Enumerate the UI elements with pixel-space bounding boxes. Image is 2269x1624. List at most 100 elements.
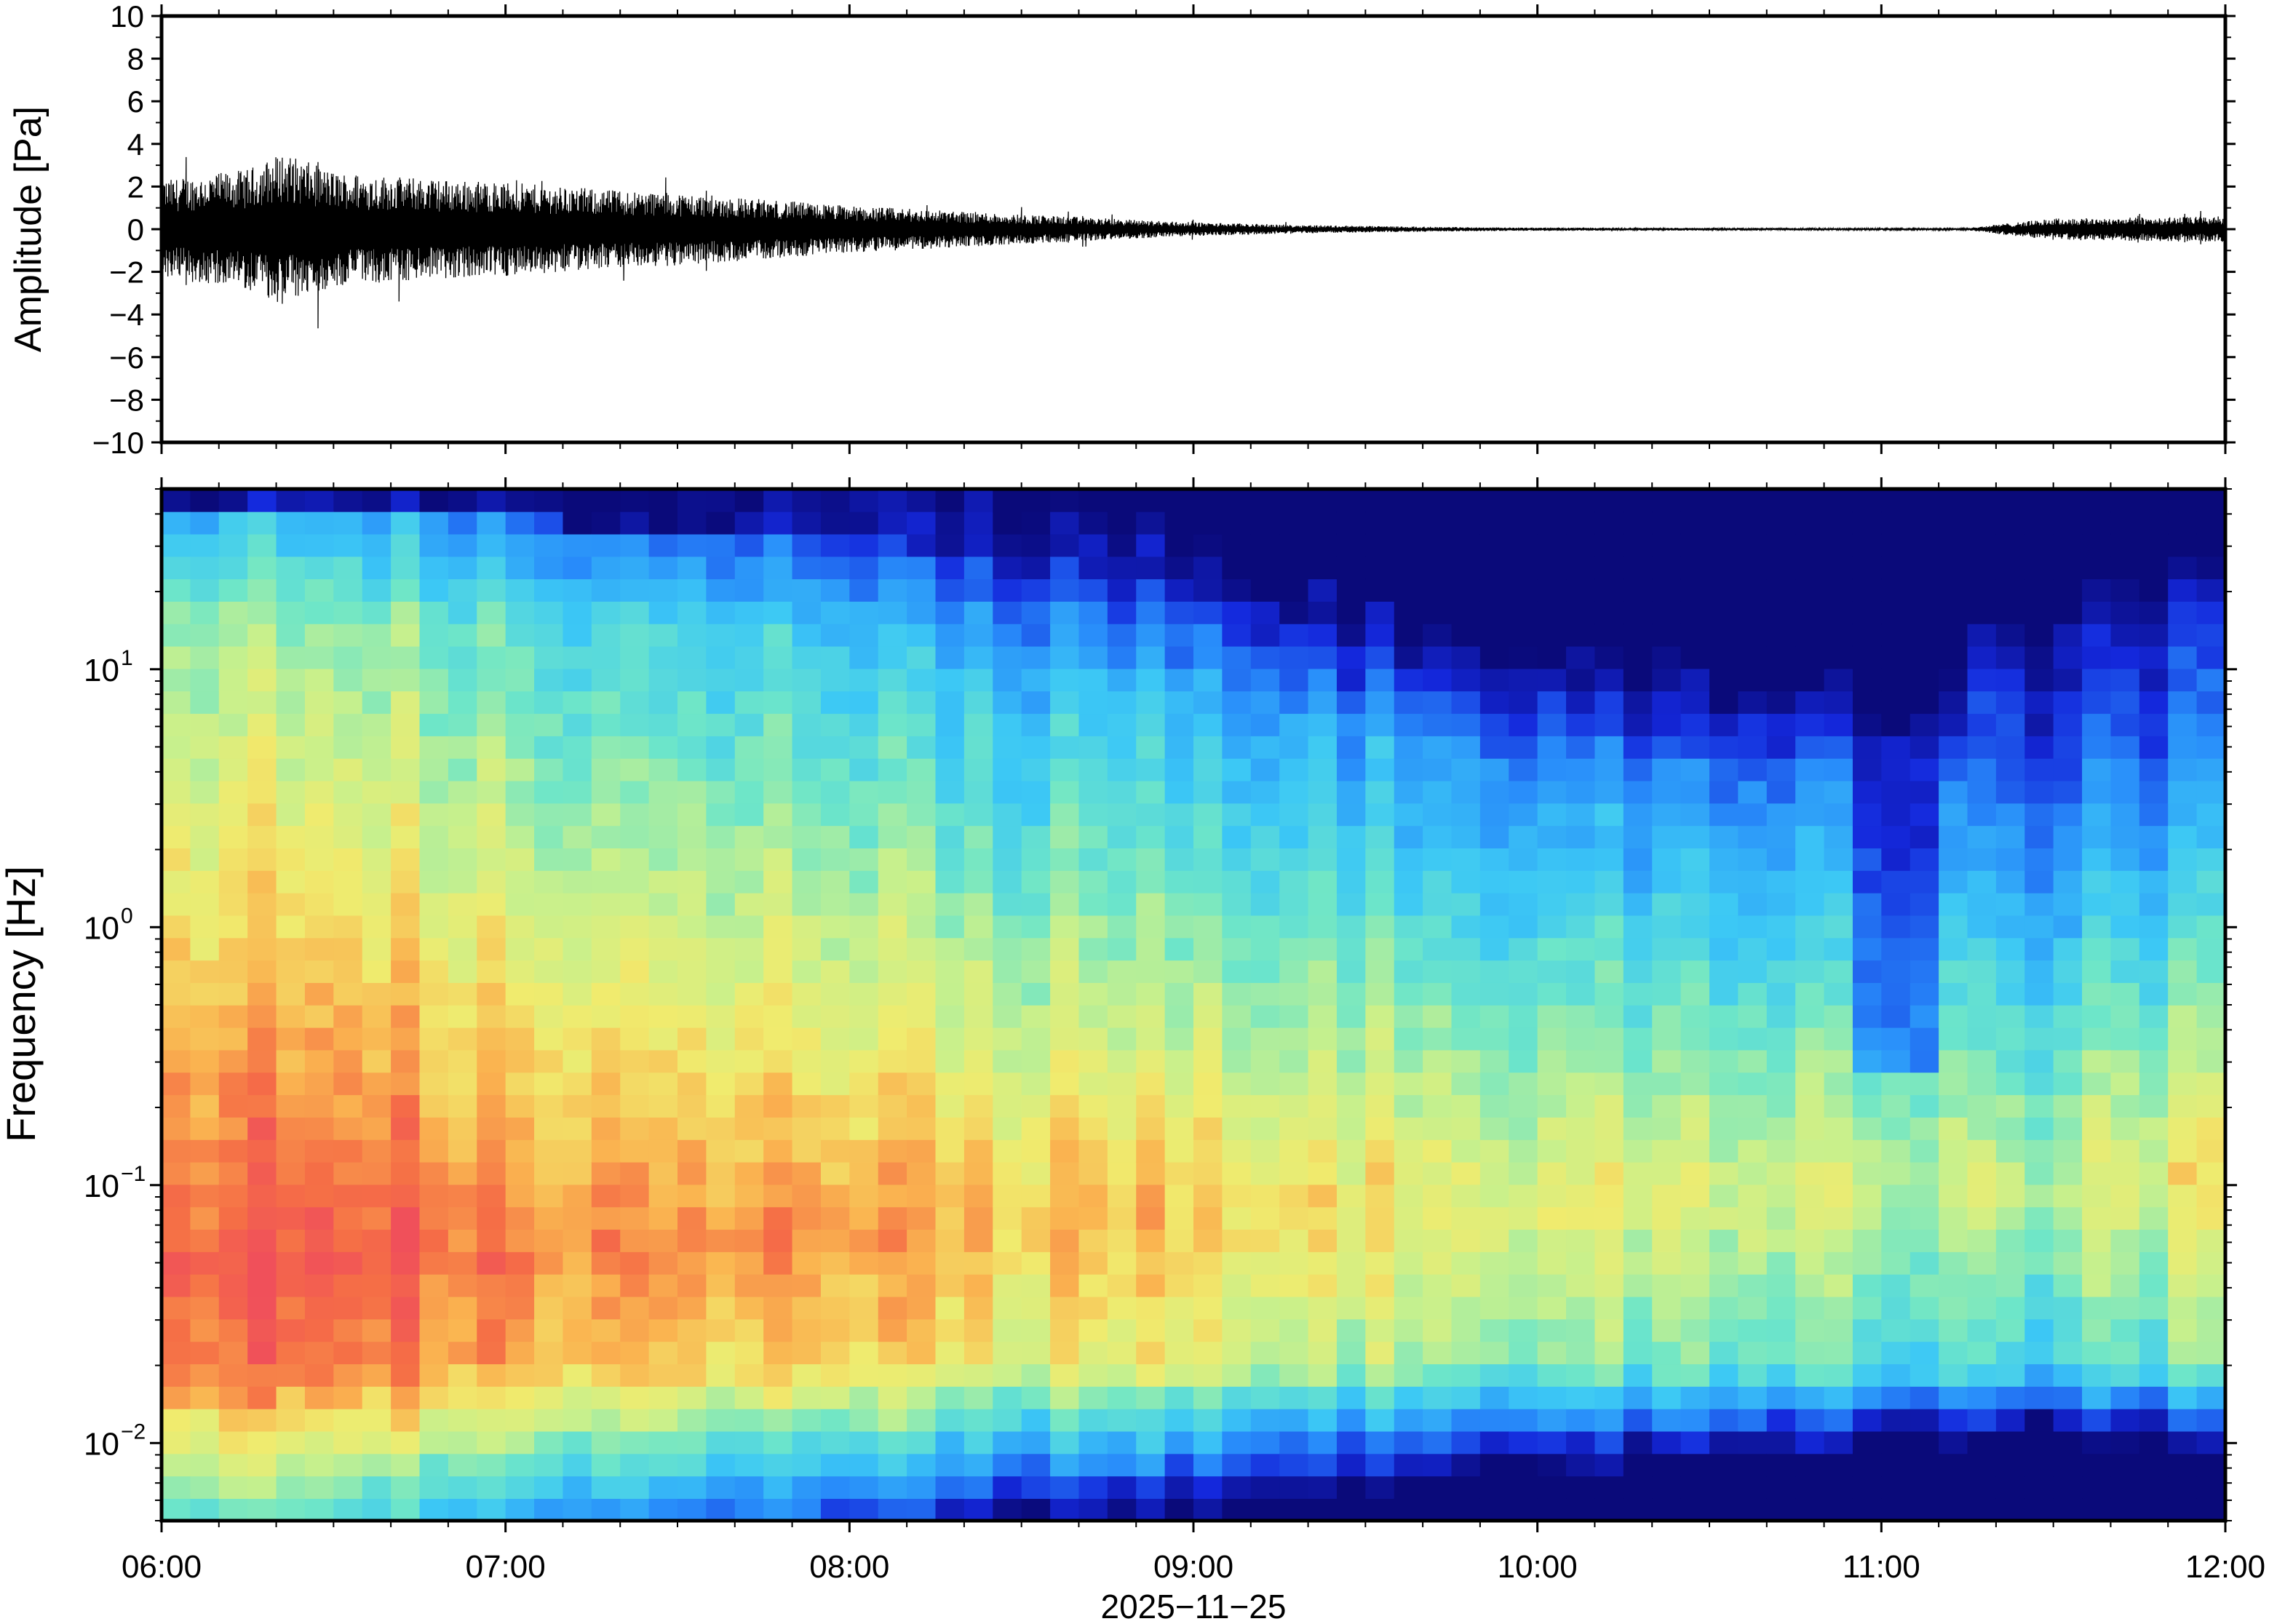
spectrogram-cell — [1479, 1364, 1510, 1387]
spectrogram-cell — [1537, 1005, 1567, 1028]
spectrogram-cell — [505, 736, 535, 759]
spectrogram-cell — [620, 645, 650, 669]
spectrogram-cell — [677, 937, 707, 961]
spectrogram-cell — [792, 982, 822, 1006]
spectrogram-cell — [620, 937, 650, 961]
spectrogram-cell — [993, 533, 1022, 557]
spectrogram-cell — [1939, 1318, 1968, 1342]
spectrogram-cell — [1738, 578, 1768, 602]
spectrogram-cell — [1078, 668, 1108, 692]
spectrogram-cell — [534, 1364, 564, 1387]
spectrogram-cell — [190, 489, 220, 512]
spectrogram-cell — [1738, 1049, 1768, 1073]
spectrogram-cell — [963, 511, 994, 535]
spectrogram-cell — [534, 1408, 564, 1432]
spectrogram-cell — [362, 1251, 392, 1275]
spectrogram-cell — [1107, 601, 1137, 624]
spectrogram-cell — [534, 757, 564, 781]
spectrogram-cell — [706, 1161, 736, 1185]
spectrogram-cell — [1078, 533, 1108, 557]
spectrogram-cell — [706, 1318, 736, 1342]
spectrogram-cell — [1910, 578, 1939, 602]
spectrogram-cell — [563, 1476, 592, 1499]
spectrogram-cell — [1709, 645, 1739, 669]
spectrogram-cell — [734, 1296, 764, 1320]
spectrogram-cell — [162, 1161, 191, 1185]
spectrogram-cell — [648, 556, 678, 580]
spectrogram-cell — [1537, 1453, 1567, 1477]
spectrogram-cell — [878, 1364, 907, 1387]
spectrogram-cell — [448, 1273, 478, 1297]
spectrogram-cell — [218, 556, 248, 580]
spectrogram-cell — [333, 668, 363, 692]
spectrogram-cell — [1537, 937, 1567, 961]
spectrogram-cell — [1881, 1139, 1911, 1163]
spectrogram-cell — [792, 489, 822, 512]
spectrogram-cell — [563, 645, 592, 669]
spectrogram-cell — [2139, 803, 2169, 827]
spectrogram-cell — [2196, 578, 2225, 602]
spectrogram-cell — [1852, 848, 1883, 871]
spectrogram-cell — [2196, 1476, 2225, 1499]
spectrogram-cell — [878, 736, 907, 759]
spectrogram-cell — [849, 668, 879, 692]
spectrogram-cell — [1078, 645, 1108, 669]
spectrogram-cell — [2082, 1049, 2112, 1073]
spectrogram-cell — [1451, 1184, 1481, 1208]
spectrogram-cell — [2168, 1498, 2198, 1521]
spectrogram-cell — [1078, 1139, 1108, 1163]
spectrogram-cell — [591, 1386, 621, 1409]
spectrogram-cell — [1738, 982, 1768, 1006]
spectrogram-cell — [993, 1453, 1022, 1477]
spectrogram-cell — [1193, 690, 1223, 715]
spectrogram-cell — [993, 489, 1022, 512]
spectrogram-cell — [247, 1498, 277, 1521]
spectrogram-cell — [648, 489, 678, 512]
spectrogram-cell — [2196, 1273, 2225, 1297]
spectrogram-cell — [963, 1005, 994, 1028]
spectrogram-cell — [2110, 623, 2140, 647]
spectrogram-cell — [1537, 1364, 1567, 1387]
spectrogram-cell — [1164, 690, 1194, 715]
spectrogram-cell — [963, 533, 994, 557]
spectrogram-cell — [907, 623, 937, 647]
spectrogram-cell — [391, 1005, 421, 1028]
spectrogram-cell — [1308, 1430, 1338, 1454]
spectrogram-cell — [963, 780, 994, 804]
spectrogram-cell — [2082, 645, 2112, 669]
spectrogram-cell — [1566, 1430, 1596, 1454]
spectrogram-cell — [419, 870, 449, 893]
spectrogram-cell — [2024, 1296, 2054, 1320]
spectrogram-cell — [907, 803, 937, 827]
spectrogram-cell — [1193, 1251, 1223, 1275]
spectrogram-cell — [1336, 937, 1367, 961]
spectrogram-cell — [218, 1364, 248, 1387]
spectrogram-cell — [362, 803, 392, 827]
spectrogram-cell — [1423, 1005, 1453, 1028]
spectrogram-cell — [1939, 803, 1968, 827]
spectrogram-cell — [534, 1251, 564, 1275]
spectrogram-cell — [1795, 1386, 1825, 1409]
spectrogram-cell — [1021, 1184, 1051, 1208]
spectrogram-cell — [1136, 848, 1166, 871]
spectrogram-cell — [218, 713, 248, 736]
spectrogram-cell — [1652, 1430, 1682, 1454]
spectrogram-cell — [1652, 645, 1682, 669]
spectrogram-cell — [505, 937, 535, 961]
spectrogram-cell — [276, 1408, 306, 1432]
spectrogram-cell — [1680, 1476, 1710, 1499]
spectrogram-cell — [190, 1273, 220, 1297]
spectrogram-cell — [333, 533, 363, 557]
spectrogram-cell — [1451, 668, 1481, 692]
spectrogram-cell — [1824, 937, 1853, 961]
spectrogram-cell — [1479, 937, 1510, 961]
spectrogram-cell — [792, 892, 822, 916]
spectrogram-cell — [190, 623, 220, 647]
spectrogram-cell — [734, 1229, 764, 1252]
spectrogram-cell — [1308, 511, 1338, 535]
spectrogram-cell — [2082, 982, 2112, 1006]
spectrogram-cell — [1479, 848, 1510, 871]
spectrogram-cell — [505, 1206, 535, 1230]
spectrogram-cell — [1709, 668, 1739, 692]
spectrogram-cell — [993, 757, 1022, 781]
